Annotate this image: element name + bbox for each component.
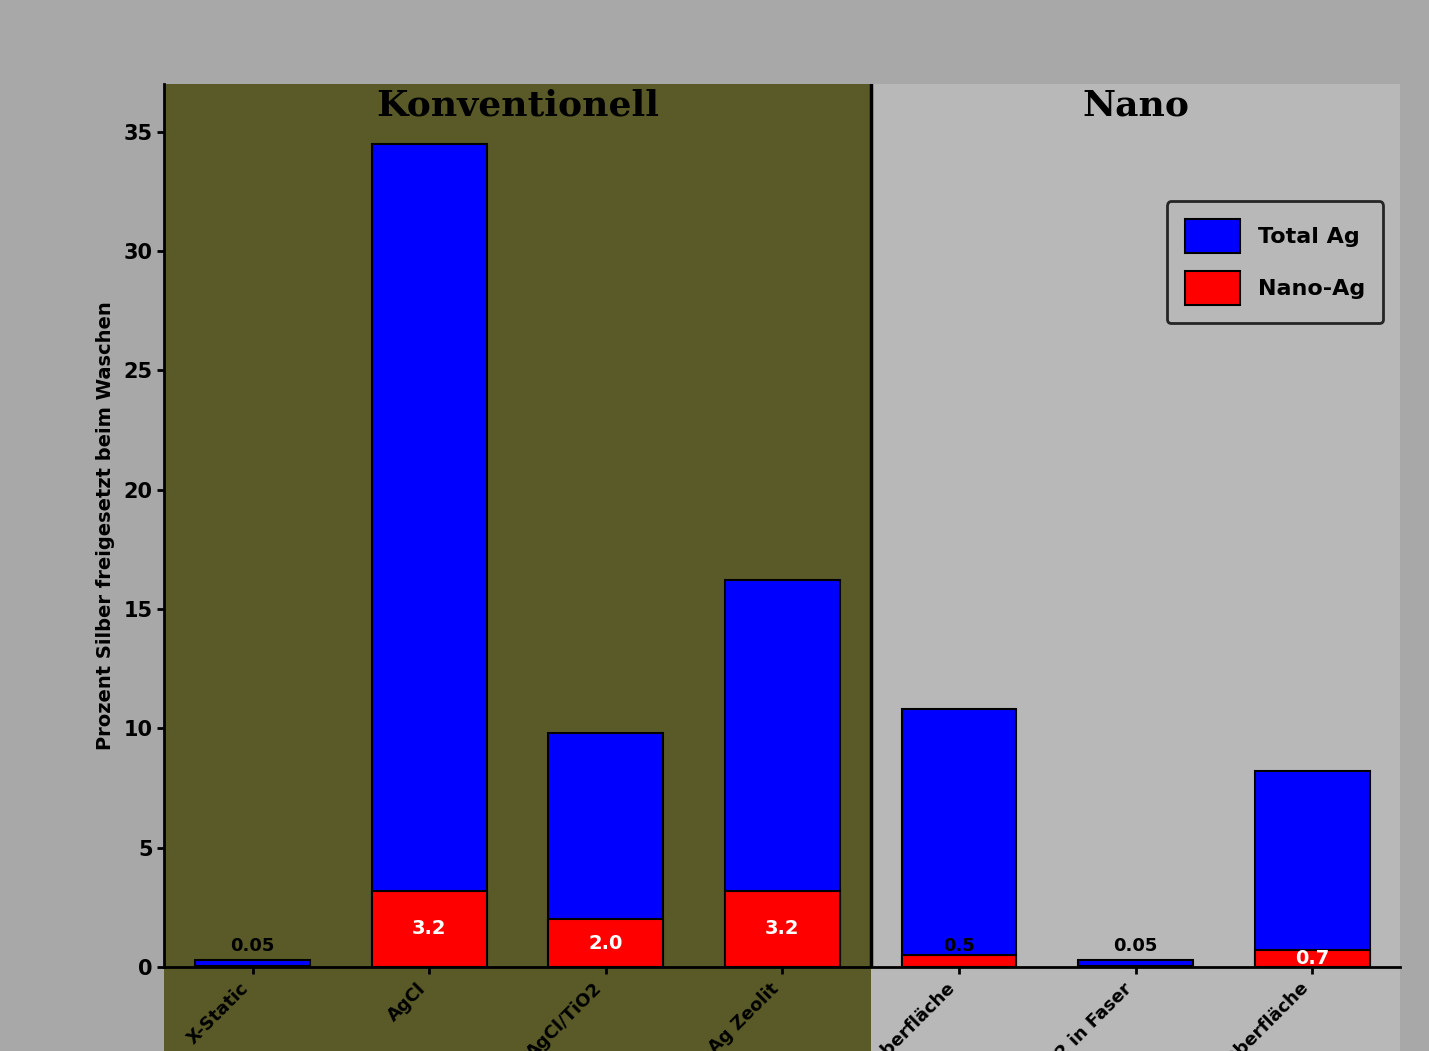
Bar [372, 144, 487, 967]
Bar [1077, 960, 1193, 967]
Bar [902, 709, 1016, 967]
Text: 0.05: 0.05 [1113, 937, 1157, 955]
Text: 0.05: 0.05 [230, 937, 274, 955]
Bar [196, 966, 310, 967]
Text: Nano: Nano [1082, 89, 1189, 123]
Bar [1077, 966, 1193, 967]
Bar [549, 734, 663, 967]
Y-axis label: Prozent Silber freigesetzt beim Waschen: Prozent Silber freigesetzt beim Waschen [96, 302, 116, 749]
Text: 0.5: 0.5 [943, 937, 975, 955]
Bar [1255, 771, 1369, 967]
Bar [372, 890, 487, 967]
Bar [549, 920, 663, 967]
Bar [902, 955, 1016, 967]
Bar [870, 84, 1400, 967]
Legend: Total Ag, Nano-Ag: Total Ag, Nano-Ag [1167, 201, 1383, 323]
Bar [196, 960, 310, 967]
Text: 3.2: 3.2 [765, 920, 800, 939]
Bar [725, 580, 840, 967]
Bar [1255, 950, 1369, 967]
Text: 0.7: 0.7 [1295, 949, 1329, 968]
Bar [725, 890, 840, 967]
Text: 3.2: 3.2 [412, 920, 446, 939]
Text: 2.0: 2.0 [589, 933, 623, 952]
Text: Konventionell: Konventionell [376, 89, 659, 123]
Bar [164, 84, 870, 967]
